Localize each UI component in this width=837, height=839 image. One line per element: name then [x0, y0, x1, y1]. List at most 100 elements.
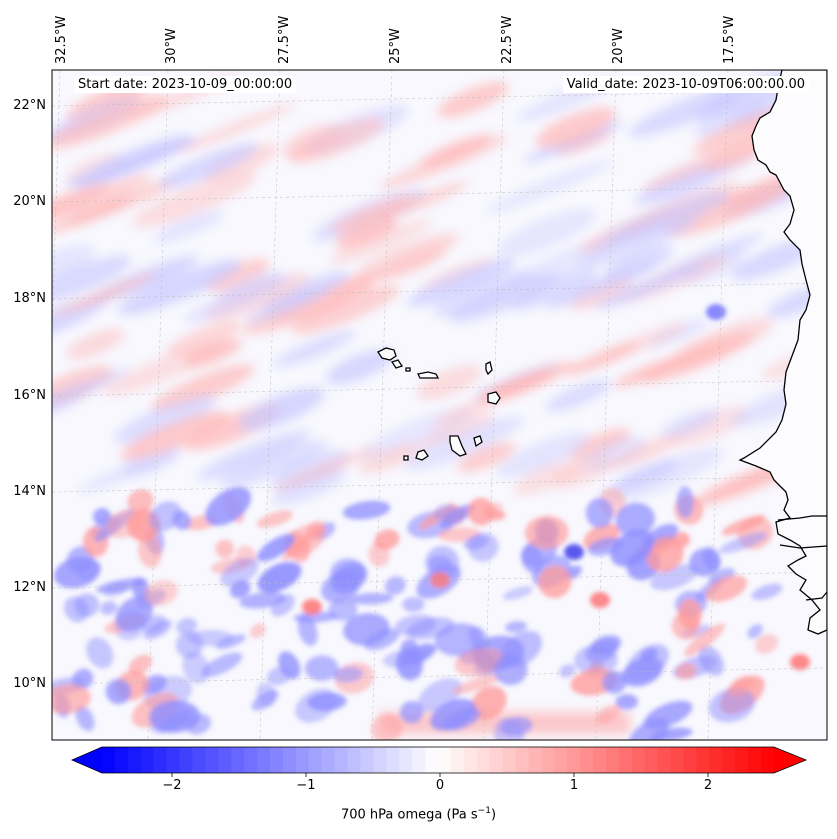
ascent-cell [66, 328, 125, 359]
ascent-cell [538, 565, 572, 599]
ascent-cell [288, 117, 385, 164]
colorbar-segment [722, 747, 736, 773]
ascent-cell [535, 107, 616, 148]
colorbar-segment [515, 747, 530, 773]
descent-cell [270, 594, 295, 617]
descent-cell [615, 694, 639, 710]
descent-cell [585, 498, 614, 529]
descent-cell [86, 637, 114, 669]
ascent-cell [184, 338, 242, 368]
omega-core [430, 572, 450, 588]
colorbar-segment [192, 747, 206, 773]
ascent-cell [705, 575, 748, 602]
ascent-cell [204, 258, 270, 292]
colorbar-segment [308, 747, 323, 773]
lat-label: 12°N [13, 580, 46, 595]
ascent-cell [151, 364, 255, 412]
descent-cell [328, 598, 358, 621]
descent-cell [598, 189, 727, 244]
colorbar-segment [360, 747, 374, 773]
descent-cell [238, 387, 325, 431]
island-fogo [415, 449, 429, 461]
ascent-cell [358, 442, 423, 474]
colorbar-segment [670, 747, 685, 773]
lon-label: 27.5°W [277, 15, 292, 64]
colorbar-label: 700 hPa omega (Pa s−1) [340, 806, 497, 823]
ascent-cell [215, 539, 234, 559]
island-santo-antao [377, 347, 397, 361]
descent-cell [257, 534, 295, 562]
lon-label: 30°W [164, 28, 179, 64]
ascent-cell [552, 456, 612, 489]
ascent-cell [467, 497, 495, 526]
lat-label: 22°N [13, 98, 46, 113]
colorbar-segment [489, 747, 504, 773]
ascent-cell [270, 273, 382, 323]
map-panel [52, 70, 827, 740]
ascent-cell [275, 446, 379, 491]
ascent-cell [176, 103, 295, 153]
colorbar-segment [321, 747, 336, 773]
descent-cell [430, 698, 476, 731]
island-maio [473, 435, 483, 448]
descent-cell [610, 529, 655, 567]
ascent-cell [377, 181, 469, 220]
colorbar-segment [696, 747, 710, 773]
valid-date-label: Valid_date: 2023-10-09T06:00:00.00 [562, 76, 809, 93]
colorbar-segment [166, 747, 181, 773]
colorbar-segment [580, 747, 594, 773]
colorbar-segment [709, 747, 723, 773]
ascent-cell [380, 135, 508, 189]
descent-cell [343, 613, 390, 646]
ascent-cell [754, 634, 779, 654]
colorbar-segment [347, 747, 362, 773]
colorbar-segments [102, 747, 775, 773]
omega-field-detail [52, 282, 827, 740]
colorbar-segment [450, 747, 465, 773]
omega-core [302, 599, 322, 615]
descent-cell [143, 615, 167, 634]
ascent-cell [675, 662, 697, 680]
descent-cell [400, 700, 424, 724]
colorbar-tick-label: −1 [296, 778, 316, 793]
colorbar-segment [282, 747, 297, 773]
descent-cell [121, 445, 181, 477]
colorbar-segment [205, 747, 219, 773]
colorbar-tick-marks [171, 773, 709, 777]
descent-cell [158, 143, 258, 189]
colorbar-tick-label: −2 [162, 778, 182, 793]
descent-cell [52, 255, 132, 303]
descent-cell [272, 468, 346, 505]
colorbar-segment [231, 747, 245, 773]
island-santiago [449, 435, 467, 457]
descent-cell [449, 273, 558, 323]
map-frame [51, 69, 828, 741]
descent-cell [118, 259, 242, 315]
colorbar-tick-label: 0 [435, 778, 445, 793]
colorbar-segment [735, 747, 749, 773]
colorbar-segment [257, 747, 271, 773]
descent-cell [747, 624, 763, 639]
colorbar-segment [334, 747, 349, 773]
colorbar-segment [683, 747, 698, 773]
descent-cell [500, 716, 533, 736]
descent-cell [184, 275, 293, 323]
colorbar-tick-label: 1 [569, 778, 579, 793]
descent-cell [103, 582, 129, 597]
descent-cell [486, 160, 612, 213]
ascent-cell [569, 428, 631, 460]
colorbar-segment [502, 747, 517, 773]
ascent-cell [452, 674, 501, 695]
descent-cell [432, 270, 533, 317]
descent-cell [52, 368, 130, 421]
island-santa-luzia [405, 367, 411, 372]
colorbar-segment [244, 747, 258, 773]
ascent-cell [329, 219, 432, 265]
ascent-cell [249, 623, 266, 638]
colorbar-tick-label: 2 [703, 778, 713, 793]
descent-cell [718, 532, 768, 554]
meridian-line [147, 70, 169, 740]
descent-cell [148, 501, 182, 532]
descent-cell [278, 651, 301, 680]
